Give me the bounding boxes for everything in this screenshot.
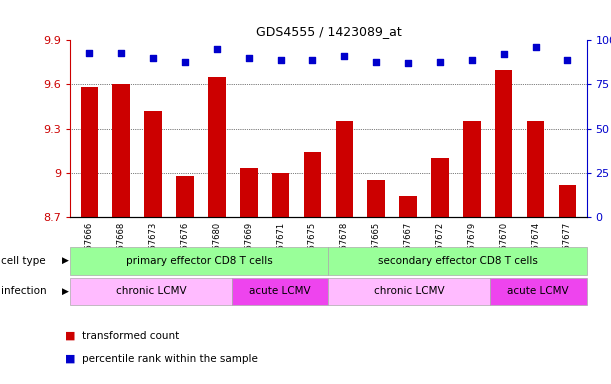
Text: percentile rank within the sample: percentile rank within the sample [82,354,258,364]
Point [116,50,126,56]
Text: ■: ■ [65,331,76,341]
Point [467,57,477,63]
Point [531,44,541,50]
Point [180,58,190,65]
Point [371,58,381,65]
Point [499,51,508,58]
Point [276,57,285,63]
Point [435,58,445,65]
Text: secondary effector CD8 T cells: secondary effector CD8 T cells [378,256,538,266]
Text: chronic LCMV: chronic LCMV [374,286,444,296]
Bar [272,173,290,217]
Bar [176,176,194,217]
Text: transformed count: transformed count [82,331,180,341]
Text: ▶: ▶ [62,256,69,265]
Text: ■: ■ [65,354,76,364]
Bar [112,84,130,217]
Bar [81,88,98,217]
Bar [527,121,544,217]
Bar [400,196,417,217]
Bar [144,111,162,217]
Bar [335,121,353,217]
Title: GDS4555 / 1423089_at: GDS4555 / 1423089_at [255,25,401,38]
Point [84,50,94,56]
Bar [495,70,513,217]
Point [403,60,413,66]
Text: acute LCMV: acute LCMV [507,286,569,296]
Text: acute LCMV: acute LCMV [249,286,311,296]
Point [307,57,317,63]
Point [563,57,573,63]
Bar [208,77,225,217]
Bar [558,185,576,217]
Bar [367,180,385,217]
Text: ▶: ▶ [62,287,69,296]
Bar [240,169,257,217]
Text: cell type: cell type [1,256,46,266]
Point [212,46,222,52]
Point [148,55,158,61]
Point [244,55,254,61]
Text: infection: infection [1,286,47,296]
Bar [304,152,321,217]
Text: chronic LCMV: chronic LCMV [115,286,186,296]
Bar [463,121,481,217]
Bar [431,158,448,217]
Point [340,53,349,59]
Text: primary effector CD8 T cells: primary effector CD8 T cells [126,256,273,266]
